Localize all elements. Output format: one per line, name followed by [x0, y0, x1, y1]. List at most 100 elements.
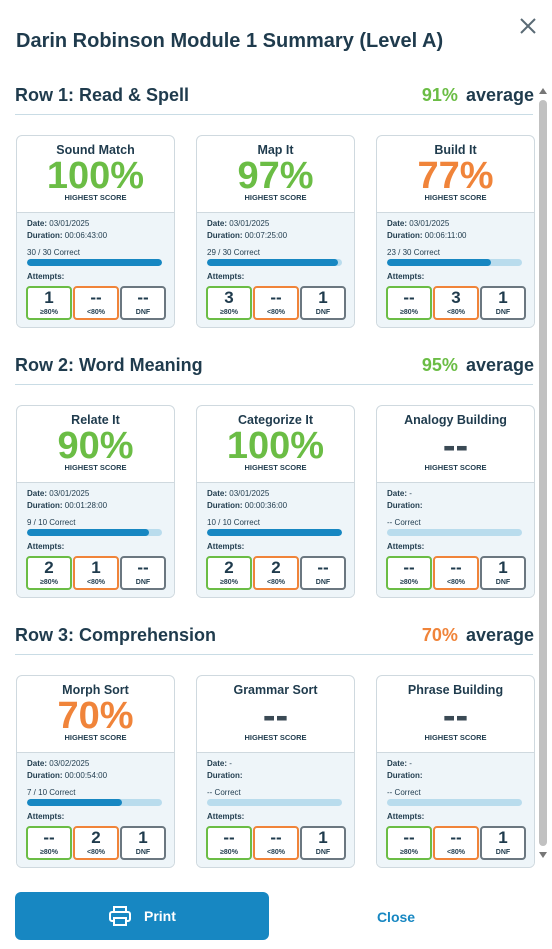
attempt-label: ≥80%	[400, 849, 418, 856]
duration-value: 00:06:43:00	[64, 231, 108, 240]
attempt-count: --	[90, 288, 102, 307]
print-icon	[109, 906, 131, 926]
progress-track	[27, 259, 162, 266]
activity-name: Sound Match	[56, 143, 135, 157]
attempt-count: --	[270, 288, 282, 307]
progress-track	[387, 529, 522, 536]
attempt-label: DNF	[315, 579, 331, 586]
date: Date: -	[387, 759, 412, 768]
attempt-label: DNF	[315, 309, 331, 316]
score-label: HIGHEST SCORE	[64, 193, 127, 202]
attempt-box: 1 <80%	[73, 556, 119, 590]
attempt-box: 1 DNF	[300, 286, 346, 320]
attempt-label: ≥80%	[220, 579, 238, 586]
scrollbar[interactable]	[536, 84, 550, 864]
duration-label: Duration:	[387, 771, 423, 780]
progress-track	[207, 799, 342, 806]
attempt-label: <80%	[446, 849, 466, 856]
date-label: Date:	[27, 759, 48, 768]
close-button[interactable]: Close	[376, 909, 416, 925]
attempt-count: --	[137, 558, 149, 577]
section-divider	[15, 114, 533, 115]
attempt-label: <80%	[446, 309, 466, 316]
date-label: Date:	[387, 489, 408, 498]
section-title: Row 2: Word Meaning	[15, 355, 203, 375]
correct-count: -- Correct	[207, 788, 241, 797]
activity-card: Grammar Sort -- HIGHEST SCORE Date: - Durati…	[196, 675, 355, 868]
attempt-count: 2	[44, 558, 54, 577]
activity-name: Map It	[257, 143, 294, 157]
section-title: Row 3: Comprehension	[15, 625, 217, 645]
attempt-count: 1	[44, 288, 54, 307]
attempts-label: Attempts:	[207, 272, 245, 281]
print-button[interactable]: Print	[15, 892, 269, 940]
attempts-label: Attempts:	[27, 542, 65, 551]
highest-score: 90%	[57, 425, 134, 467]
date: Date: 03/02/2025	[27, 759, 89, 768]
highest-score: 100%	[226, 425, 325, 467]
print-label: Print	[144, 908, 176, 924]
correct-count: 7 / 10 Correct	[27, 788, 76, 797]
attempt-label: <80%	[86, 849, 106, 856]
date: Date: -	[387, 489, 412, 498]
progress-track	[27, 799, 162, 806]
attempt-count: --	[403, 558, 415, 577]
activity-card: Analogy Building -- HIGHEST SCORE Date: - Du…	[376, 405, 535, 598]
attempt-box: 1 DNF	[480, 826, 526, 860]
attempts-label: Attempts:	[207, 542, 245, 551]
close-icon[interactable]	[516, 14, 540, 38]
date-label: Date:	[387, 759, 408, 768]
correct-count: 23 / 30 Correct	[387, 248, 440, 257]
attempts-label: Attempts:	[387, 272, 425, 281]
score-label: HIGHEST SCORE	[244, 733, 307, 742]
attempt-box: 2 ≥80%	[206, 556, 252, 590]
attempt-box: 3 ≥80%	[206, 286, 252, 320]
attempt-box: -- ≥80%	[386, 286, 432, 320]
date-value: 03/02/2025	[49, 759, 90, 768]
duration-value: 00:00:54:00	[64, 771, 108, 780]
duration-label: Duration:	[27, 231, 63, 240]
highest-score: --	[442, 425, 469, 467]
attempt-label: <80%	[266, 849, 286, 856]
duration-label: Duration:	[207, 501, 243, 510]
attempt-label: ≥80%	[40, 309, 58, 316]
attempt-box: 1 DNF	[300, 826, 346, 860]
attempt-count: --	[317, 558, 329, 577]
section-title: Row 1: Read & Spell	[15, 85, 190, 105]
activity-name: Build It	[434, 143, 477, 157]
attempt-count: 1	[498, 558, 508, 577]
date-value: 03/01/2025	[229, 489, 270, 498]
section-divider	[15, 384, 533, 385]
attempt-label: DNF	[135, 849, 151, 856]
average-label: average	[465, 85, 534, 105]
score-label: HIGHEST SCORE	[244, 193, 307, 202]
duration-label: Duration:	[27, 771, 63, 780]
attempt-label: <80%	[86, 579, 106, 586]
progress-track	[207, 529, 342, 536]
attempt-label: <80%	[266, 309, 286, 316]
attempt-count: 1	[318, 288, 328, 307]
activity-card: Build It 77% HIGHEST SCORE Date: 03/01/2025…	[376, 135, 535, 328]
attempt-count: --	[403, 288, 415, 307]
attempt-count: 2	[271, 558, 281, 577]
attempt-box: -- ≥80%	[386, 556, 432, 590]
duration: Duration: 00:06:11:00	[387, 231, 466, 240]
correct-count: 29 / 30 Correct	[207, 248, 260, 257]
attempt-box: 2 <80%	[73, 826, 119, 860]
scroll-area: Row 1: Read & Spell 91% average Sound Match…	[0, 76, 552, 868]
activity-name: Phrase Building	[407, 683, 504, 697]
activity-name: Morph Sort	[62, 683, 129, 697]
attempt-box: 1 DNF	[480, 286, 526, 320]
progress-track	[387, 259, 522, 266]
duration-label: Duration:	[27, 501, 63, 510]
attempt-label: ≥80%	[400, 579, 418, 586]
highest-score: --	[262, 695, 289, 737]
section-average: 95% average	[422, 355, 534, 376]
progress-fill	[387, 259, 491, 266]
attempts-label: Attempts:	[27, 812, 65, 821]
attempt-label: DNF	[135, 309, 151, 316]
progress-track	[27, 529, 162, 536]
score-label: HIGHEST SCORE	[64, 463, 127, 472]
attempt-label: ≥80%	[400, 309, 418, 316]
